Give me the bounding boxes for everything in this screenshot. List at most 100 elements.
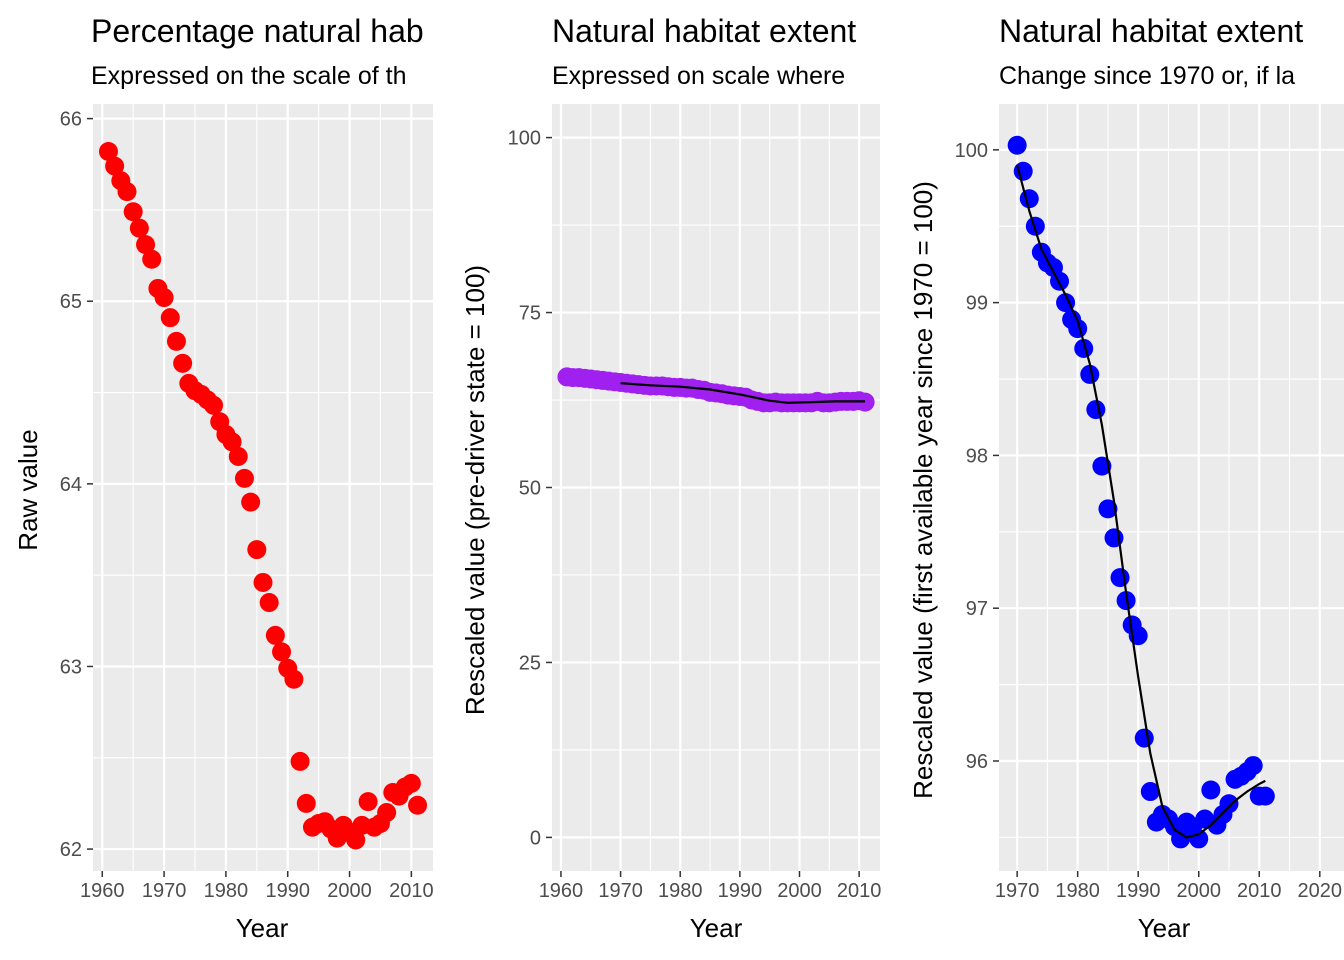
data-point <box>1013 161 1033 181</box>
panel-3-y-axis-title: Rescaled value (first available year sin… <box>908 181 938 799</box>
data-point <box>1189 829 1209 849</box>
data-point <box>1171 829 1191 849</box>
panel-2-plot-area: 1960 1970 1980 1990 2000 2010 0 25 50 75 100 <box>508 104 882 902</box>
data-point <box>1201 780 1221 800</box>
panel-2-subtitle: Expressed on scale where <box>552 62 845 90</box>
data-point <box>284 669 304 689</box>
y-tick-label: 98 <box>966 445 988 467</box>
data-point <box>401 773 421 793</box>
x-tick-label: 2000 <box>1176 880 1221 902</box>
panel-2-title: Natural habitat extent <box>552 13 856 49</box>
panel-rescaled-pre-driver: Natural habitat extent Expressed on scal… <box>460 13 881 943</box>
y-tick-label: 96 <box>966 751 988 773</box>
data-point <box>166 331 186 351</box>
x-tick-label: 2010 <box>837 880 882 902</box>
data-point <box>222 432 242 452</box>
y-tick-label: 64 <box>60 474 82 496</box>
y-tick-label: 75 <box>519 303 541 325</box>
data-point <box>1025 216 1045 236</box>
x-tick-label: 2000 <box>777 880 822 902</box>
y-tick-label: 100 <box>955 140 988 162</box>
data-point <box>1019 189 1039 209</box>
data-point <box>173 353 193 373</box>
data-point <box>408 795 428 815</box>
panel-3-subtitle: Change since 1970 or, if la <box>999 62 1295 90</box>
y-tick-label: 63 <box>60 656 82 678</box>
panel-1-title: Percentage natural hab <box>91 13 424 49</box>
data-point <box>1074 338 1094 358</box>
data-point <box>129 218 149 238</box>
x-tick-label: 1990 <box>1116 880 1161 902</box>
data-point <box>1243 756 1263 776</box>
data-point <box>204 395 224 415</box>
y-tick-label: 65 <box>60 291 82 313</box>
data-point <box>1098 499 1118 519</box>
x-tick-label: 1970 <box>598 880 643 902</box>
data-points <box>1007 135 1275 849</box>
panel-3-plot-area: 1970 1980 1990 2000 2010 2020 96 97 98 99 100 <box>955 104 1344 902</box>
y-tick-label: 0 <box>530 827 541 849</box>
panel-3-title: Natural habitat extent <box>999 13 1303 49</box>
y-tick-label: 62 <box>60 839 82 861</box>
panel-rescaled-1970: Natural habitat extent Change since 1970… <box>908 13 1344 943</box>
x-tick-label: 2010 <box>1237 880 1282 902</box>
data-point <box>105 156 125 176</box>
data-point <box>1068 319 1088 339</box>
data-point <box>123 202 143 222</box>
x-tick-label: 1960 <box>80 880 125 902</box>
data-point <box>228 446 248 466</box>
panel-1-plot-area: 1960 1970 1980 1990 2000 2010 62 63 64 65 66 <box>60 104 434 902</box>
panel-1-x-axis-title: Year <box>236 913 289 943</box>
data-point <box>290 751 310 771</box>
panel-2-y-axis-title: Rescaled value (pre-driver state = 100) <box>460 265 490 715</box>
data-point <box>1080 364 1100 384</box>
x-tick-label: 1970 <box>142 880 187 902</box>
data-point <box>98 141 118 161</box>
gridlines <box>93 104 433 871</box>
y-tick-label: 99 <box>966 293 988 315</box>
x-tick-label: 1990 <box>265 880 310 902</box>
data-point <box>358 792 378 812</box>
data-point <box>1110 568 1130 588</box>
panel-3-x-axis-title: Year <box>1138 913 1191 943</box>
x-tick-label: 1980 <box>658 880 703 902</box>
data-point <box>247 540 267 560</box>
data-point <box>259 593 279 613</box>
gridlines <box>999 104 1344 871</box>
y-tick-label: 66 <box>60 109 82 131</box>
data-point <box>377 803 397 823</box>
panel-background <box>999 104 1344 871</box>
data-point <box>1086 400 1106 420</box>
panel-2-x-axis-title: Year <box>690 913 743 943</box>
trend-line <box>1016 164 1266 839</box>
data-point <box>117 182 137 202</box>
data-point <box>160 308 180 328</box>
data-point <box>272 642 292 662</box>
y-tick-label: 25 <box>519 652 541 674</box>
y-tick-label: 97 <box>966 598 988 620</box>
data-point <box>296 793 316 813</box>
gridlines <box>552 104 880 871</box>
panel-1-subtitle: Expressed on the scale of th <box>91 62 406 90</box>
data-point <box>346 830 366 850</box>
data-point <box>1140 782 1160 802</box>
data-point <box>1007 135 1027 155</box>
data-point <box>1219 794 1239 814</box>
data-point <box>253 572 273 592</box>
x-tick-label: 2010 <box>389 880 434 902</box>
y-tick-label: 100 <box>508 128 541 150</box>
x-tick-label: 2020 <box>1298 880 1343 902</box>
panel-1-y-axis-title: Raw value <box>13 429 43 550</box>
x-tick-label: 1970 <box>995 880 1040 902</box>
x-tick-label: 1960 <box>539 880 584 902</box>
panel-raw-value: Percentage natural hab Expressed on the … <box>13 13 434 943</box>
data-point <box>154 288 174 308</box>
x-tick-label: 2000 <box>327 880 372 902</box>
x-tick-label: 1990 <box>718 880 763 902</box>
data-points <box>98 141 428 850</box>
data-point <box>1134 728 1154 748</box>
x-tick-label: 1980 <box>1055 880 1100 902</box>
panel-background <box>93 104 433 871</box>
data-point <box>136 235 156 255</box>
